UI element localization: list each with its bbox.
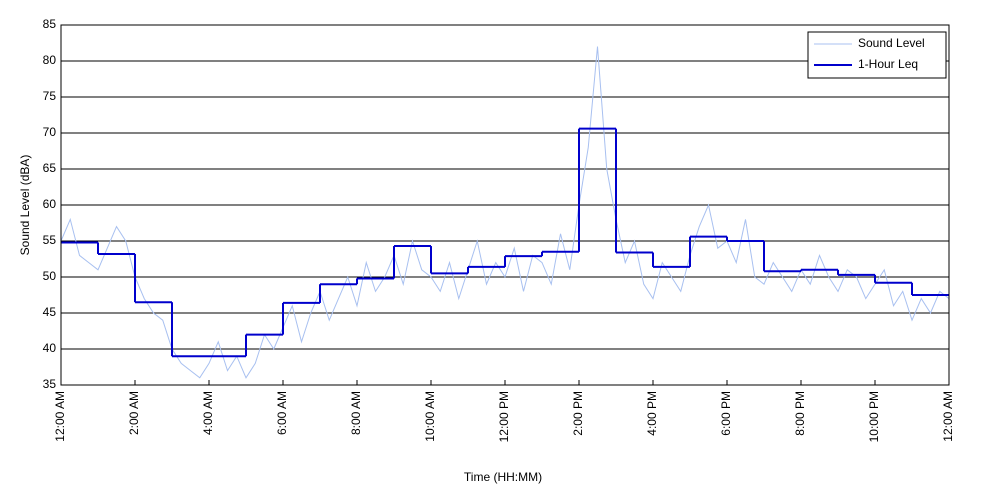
y-tick-label: 85 — [43, 17, 57, 31]
x-tick-label: 6:00 PM — [719, 391, 733, 436]
x-tick-label: 2:00 AM — [127, 391, 141, 435]
legend-label: 1-Hour Leq — [858, 57, 918, 71]
x-axis-label: Time (HH:MM) — [464, 470, 542, 484]
x-tick-label: 4:00 PM — [645, 391, 659, 436]
x-tick-label: 12:00 AM — [53, 391, 67, 442]
x-tick-label: 2:00 PM — [571, 391, 585, 436]
y-tick-label: 45 — [43, 305, 57, 319]
x-tick-label: 6:00 AM — [275, 391, 289, 435]
x-tick-label: 10:00 PM — [867, 391, 881, 442]
y-tick-label: 50 — [43, 269, 57, 283]
x-tick-label: 12:00 PM — [497, 391, 511, 442]
x-tick-label: 8:00 AM — [349, 391, 363, 435]
y-tick-label: 60 — [43, 197, 57, 211]
x-tick-label: 4:00 AM — [201, 391, 215, 435]
x-tick-label: 12:00 AM — [941, 391, 955, 442]
legend-box — [807, 31, 947, 79]
y-tick-label: 65 — [43, 161, 57, 175]
legend-label: Sound Level — [858, 36, 925, 50]
y-axis-label: Sound Level (dBA) — [18, 155, 32, 256]
y-tick-label: 40 — [43, 341, 57, 355]
x-tick-label: 8:00 PM — [793, 391, 807, 436]
y-tick-label: 35 — [43, 377, 57, 391]
x-tick-label: 10:00 AM — [423, 391, 437, 442]
y-tick-label: 55 — [43, 233, 57, 247]
y-tick-label: 70 — [43, 125, 57, 139]
plot-frame — [60, 24, 950, 386]
y-tick-label: 75 — [43, 89, 57, 103]
y-tick-label: 80 — [43, 53, 57, 67]
